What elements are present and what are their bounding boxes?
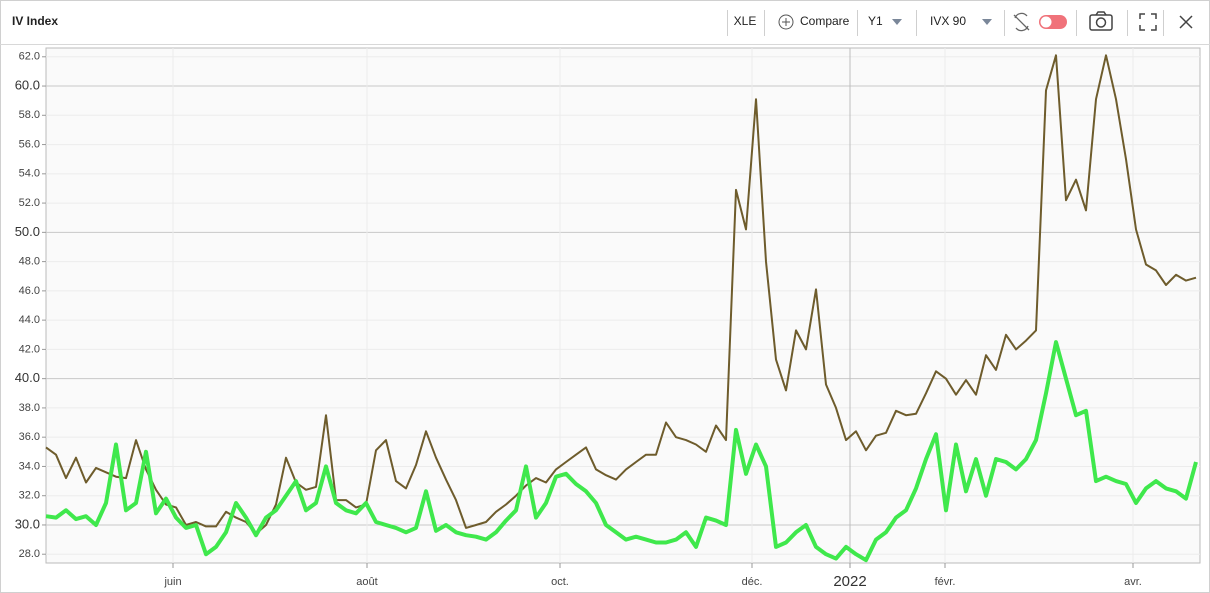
camera-icon[interactable] — [1089, 11, 1113, 31]
x-tick-label: févr. — [935, 576, 956, 588]
y-tick-label: 56.0 — [19, 138, 40, 150]
x-tick-label: avr. — [1124, 576, 1142, 588]
measure-select[interactable]: IVX 90 — [930, 14, 966, 28]
toggle-knob — [1040, 16, 1052, 28]
series-line — [45, 54, 1197, 535]
y-tick-label: 32.0 — [19, 490, 40, 502]
y-tick-label: 48.0 — [19, 256, 40, 268]
sync-icon[interactable] — [1013, 12, 1030, 32]
x-tick-label: déc. — [742, 576, 763, 588]
fullscreen-icon[interactable] — [1139, 13, 1157, 31]
measure-caret[interactable] — [982, 19, 992, 25]
close-icon[interactable] — [1179, 15, 1193, 29]
y-tick-label: 28.0 — [19, 548, 40, 560]
y-tick-label: 38.0 — [19, 402, 40, 414]
y-tick-label: 58.0 — [19, 109, 40, 121]
period-caret[interactable] — [892, 19, 902, 25]
compare-button[interactable]: Compare — [778, 14, 850, 30]
plot-area — [45, 47, 1201, 564]
y-tick-label: 62.0 — [19, 51, 40, 63]
x-tick-label: août — [356, 576, 377, 588]
y-tick-label: 40.0 — [15, 370, 40, 385]
y-tick-label: 36.0 — [19, 431, 40, 443]
toolbar-separators — [727, 10, 1164, 36]
series-line — [45, 340, 1198, 563]
plot-layer: 28.0 30.0 32.0 34.0 36.0 38.0 40.0 42.0 44.0 46.0… — [15, 48, 1200, 590]
x-tick-label: oct. — [551, 576, 569, 588]
y-tick-label: 34.0 — [19, 460, 40, 472]
y-tick-label: 60.0 — [15, 77, 40, 92]
y-tick-label: 50.0 — [15, 224, 40, 239]
y-tick-label: 46.0 — [19, 285, 40, 297]
y-tick-label: 42.0 — [19, 343, 40, 355]
compare-label[interactable]: Compare — [800, 14, 850, 28]
y-tick-label: 30.0 — [15, 516, 40, 531]
y-tick-label: 44.0 — [19, 314, 40, 326]
symbol-button[interactable]: XLE — [734, 14, 757, 28]
y-tick-label: 52.0 — [19, 197, 40, 209]
panel-title: IV Index — [12, 14, 58, 28]
x-tick-label: 2022 — [833, 573, 866, 590]
x-tick-label: juin — [163, 576, 181, 588]
period-select[interactable]: Y1 — [868, 14, 883, 28]
y-tick-label: 54.0 — [19, 168, 40, 180]
